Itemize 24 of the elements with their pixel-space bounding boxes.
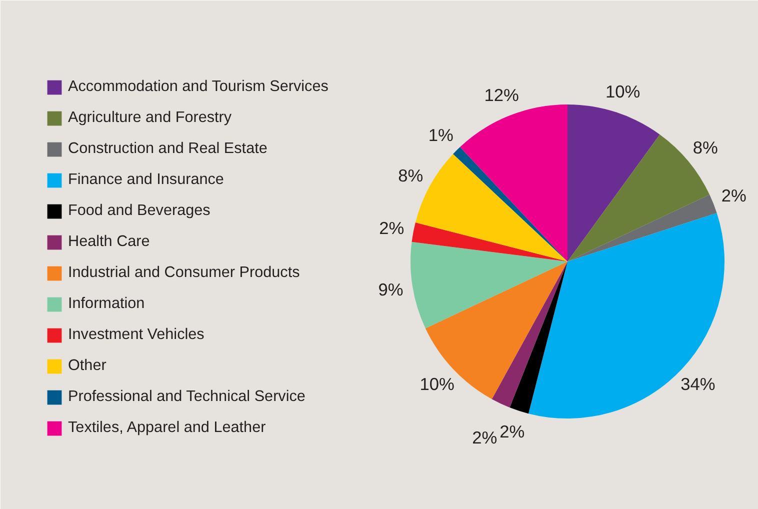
legend-label: Health Care [68,233,150,251]
data-label: 2% [721,186,746,206]
data-label: 8% [692,137,718,158]
legend-label: Investment Vehicles [68,326,204,344]
data-label: 2% [500,422,525,442]
legend-label: Construction and Real Estate [68,140,268,158]
data-label: 10% [605,81,640,102]
data-label: 8% [398,165,424,186]
legend-label: Other [68,357,106,375]
legend-label: Finance and Insurance [68,171,224,189]
data-label: 2% [472,428,498,448]
data-label: 34% [680,374,716,394]
legend-label: Food and Beverages [68,202,210,220]
legend-label: Professional and Technical Service [68,388,306,406]
data-label: 10% [420,374,454,394]
legend-label: Industrial and Consumer Products [68,264,300,282]
legend-label: Agriculture and Forestry [68,109,232,127]
legend-label: Information [68,295,145,313]
legend-label: Textiles, Apparel and Leather [68,419,266,437]
data-label: 1% [428,124,454,145]
legend-label: Accommodation and Tourism Services [68,78,328,96]
data-label: 9% [378,280,404,300]
data-label: 12% [484,85,519,106]
data-label: 2% [379,218,404,238]
